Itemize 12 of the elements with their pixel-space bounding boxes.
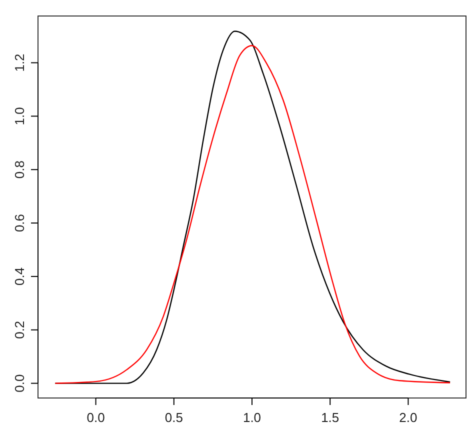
x-tick-label: 0.5 <box>164 410 183 426</box>
x-tick-label: 1.0 <box>242 410 262 426</box>
y-tick-label: 0.0 <box>12 374 27 392</box>
x-tick-label: 2.0 <box>399 410 418 426</box>
y-tick-label: 1.2 <box>12 54 27 72</box>
y-tick-label: 0.6 <box>12 214 27 232</box>
x-tick-label: 0.0 <box>86 410 105 426</box>
x-tick-label: 1.5 <box>321 410 340 426</box>
y-tick-label: 1.0 <box>12 107 27 126</box>
y-tick-label: 0.8 <box>12 160 27 179</box>
y-tick-label: 0.2 <box>12 320 27 339</box>
y-tick-label: 0.4 <box>12 267 27 286</box>
